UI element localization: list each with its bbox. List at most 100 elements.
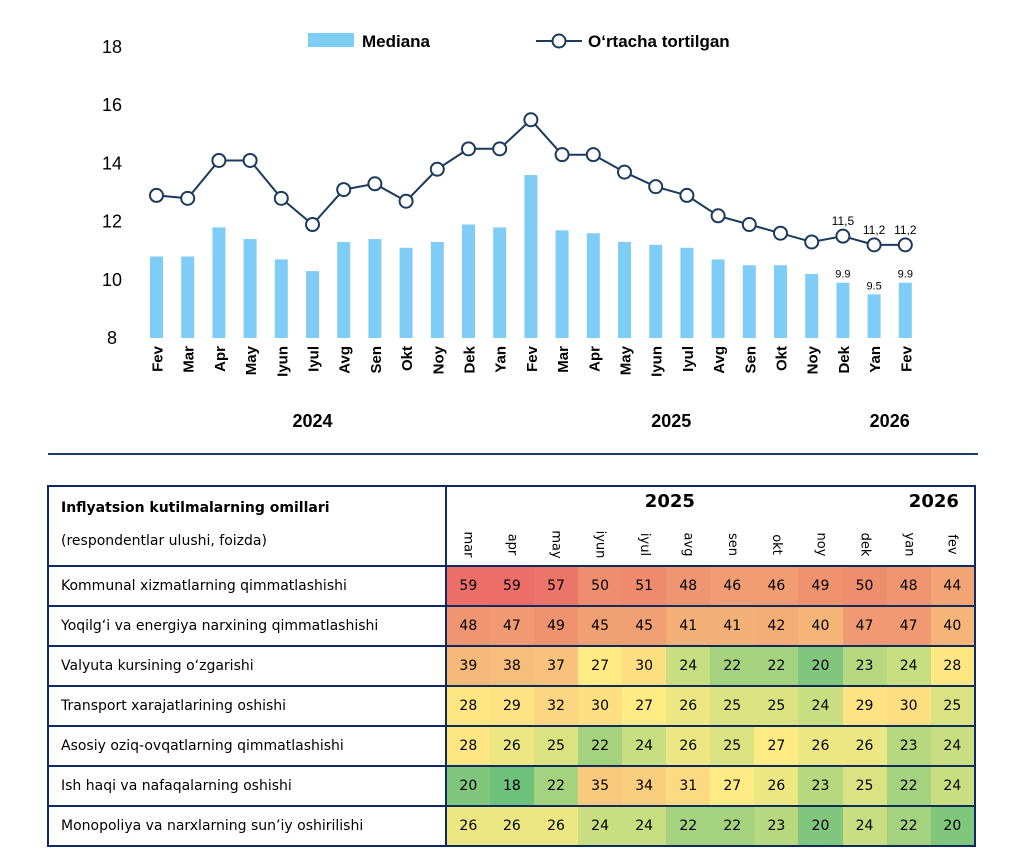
heatmap-row: Transport xarajatlarining oshishi 28 29 32 3…	[48, 685, 975, 726]
x-tick-label: Okt	[399, 346, 416, 371]
heatmap-cell: 26	[489, 805, 534, 846]
heatmap-cell: 42	[754, 605, 799, 646]
heatmap-cell: 35	[578, 765, 623, 806]
heatmap-cell: 24	[930, 765, 975, 806]
x-tick-label: Noy	[805, 345, 822, 374]
y-tick-label: 16	[102, 95, 122, 115]
x-tick-label: Avg	[711, 346, 728, 374]
median-bar	[337, 241, 351, 338]
heatmap-row: Asosiy oziq-ovqatlarning qimmatlashishi 2…	[48, 725, 975, 766]
heatmap-cell: 41	[710, 605, 755, 646]
heatmap-cell: 30	[622, 645, 667, 686]
heatmap-cell: 26	[754, 765, 799, 806]
year-labels: 2024 2025 2026	[292, 411, 909, 431]
median-bar	[618, 241, 631, 338]
heatmap-month-label: okt	[768, 533, 784, 555]
weighted-average-point	[804, 234, 820, 250]
median-bar	[742, 265, 756, 338]
heatmap-cell: 49	[533, 605, 579, 646]
weighted-average-point	[149, 187, 164, 203]
heatmap-row-label: Valyuta kursining o‘zgarishi	[48, 645, 447, 686]
heatmap-cell: 22	[666, 805, 711, 846]
legend-bar-swatch	[308, 33, 354, 47]
heatmap-row-label: Monopoliya va narxlarning sun’iy oshiril…	[48, 805, 447, 846]
legend: Mediana O‘rtacha tortilgan	[308, 32, 730, 51]
data-label: 9.5	[866, 280, 881, 292]
weighted-average-point	[648, 179, 664, 195]
weighted-average-point	[554, 147, 570, 163]
median-bar	[274, 259, 288, 338]
heatmap-cell: 40	[798, 605, 843, 646]
heatmap-subtitle: (respondentlar ulushi, foizda)	[61, 533, 267, 549]
year-group-label: 2026	[870, 411, 910, 431]
weighted-average-point	[367, 176, 383, 192]
heatmap-month-label: dek	[857, 532, 873, 556]
data-label: 11,5	[832, 214, 855, 228]
legend-line-label: O‘rtacha tortilgan	[588, 32, 730, 51]
heatmap-cell: 59	[445, 565, 490, 606]
heatmap-month-label: fev	[944, 533, 960, 555]
weighted-average-point	[273, 190, 289, 206]
heatmap-cell: 27	[622, 685, 667, 726]
heatmap-month-header: dek	[843, 519, 887, 566]
x-tick-label: Mar	[181, 346, 198, 373]
weighted-average-point	[305, 217, 320, 233]
median-bar	[368, 239, 382, 338]
x-tick-label: Yan	[867, 346, 884, 373]
median-bar	[212, 227, 226, 338]
weighted-average-point	[617, 164, 632, 180]
heatmap-cell: 25	[842, 765, 887, 806]
heatmap-month-header: iyul	[622, 519, 666, 566]
heatmap-month-header: mar	[446, 519, 490, 566]
y-tick-label: 18	[102, 37, 122, 57]
heatmap-cell: 48	[666, 565, 711, 606]
x-tick-label: Avg	[337, 346, 354, 374]
heatmap-cell: 26	[445, 805, 490, 846]
weighted-average-point	[180, 190, 196, 206]
weighted-average-point	[492, 141, 508, 157]
x-tick-label: Apr	[212, 346, 229, 372]
heatmap-row: Ish haqi va nafaqalarning oshishi 20 18 22 3…	[48, 765, 975, 806]
line-series	[149, 112, 913, 253]
heatmap-cell: 26	[666, 685, 711, 726]
combo-chart: Mediana O‘rtacha tortilgan 8 10 12 14 16 18 9…	[102, 32, 917, 431]
heatmap-cell: 46	[754, 565, 799, 606]
data-label: 9.9	[898, 269, 913, 281]
heatmap-cell: 25	[533, 725, 579, 766]
heatmap-cell: 22	[754, 645, 799, 686]
median-bar	[805, 273, 819, 338]
heatmap-cell: 18	[489, 765, 534, 806]
heatmap-cell: 26	[798, 725, 843, 766]
heatmap-month-label: apr	[504, 533, 520, 555]
heatmap-cell: 38	[489, 645, 534, 686]
heatmap-row: Valyuta kursining o‘zgarishi 39 38 37 27 30 24…	[48, 645, 975, 686]
bar-series	[150, 175, 912, 338]
heatmap-cell: 24	[930, 725, 975, 766]
median-bar	[711, 259, 725, 338]
x-tick-label: Mar	[555, 346, 572, 373]
heatmap-month-label: may	[548, 529, 564, 559]
median-bar	[462, 224, 475, 338]
data-label: 9.9	[835, 269, 850, 281]
heatmap-year-label: 2026	[908, 491, 959, 512]
weighted-average-point	[336, 182, 352, 198]
heatmap-cell: 24	[798, 685, 843, 726]
median-bar	[430, 241, 444, 338]
heatmap-cell: 22	[533, 765, 579, 806]
weighted-average-point	[773, 225, 788, 241]
x-tick-label: Iyun	[274, 346, 291, 377]
heatmap-cell: 26	[666, 725, 711, 766]
heatmap-cell: 26	[489, 725, 534, 766]
heatmap-cell: 22	[886, 765, 931, 806]
heatmap-cell: 27	[710, 765, 755, 806]
heatmap-cell: 31	[666, 765, 711, 806]
heatmap-month-label: iyul	[636, 532, 652, 556]
weighted-average-point	[211, 152, 227, 168]
heatmap-cell: 29	[842, 685, 887, 726]
y-axis: 8 10 12 14 16 18	[102, 37, 122, 348]
x-tick-label: Fev	[150, 345, 167, 372]
heatmap-cell: 44	[930, 565, 975, 606]
weighted-average-point	[835, 228, 851, 244]
median-bar	[493, 227, 507, 338]
heatmap-cell: 50	[842, 565, 887, 606]
